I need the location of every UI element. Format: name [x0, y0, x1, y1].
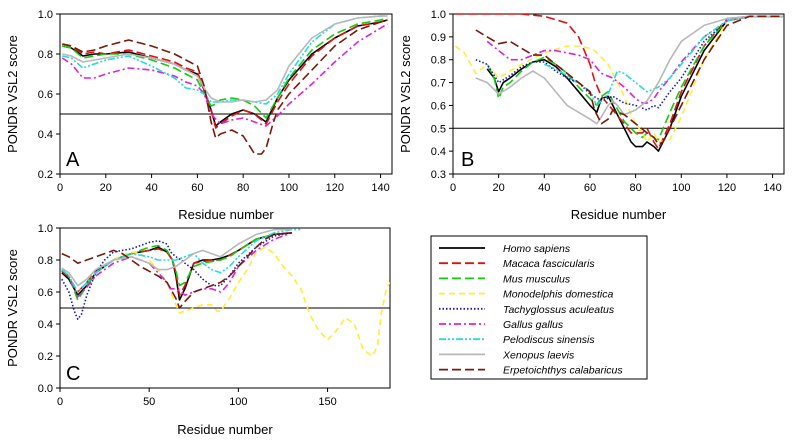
- series-line-pelodiscus-sinensis: [61, 228, 301, 293]
- series-line-xenopus-laevis: [61, 228, 292, 287]
- x-tick-label: 50: [143, 396, 155, 408]
- y-tick-label: 0.7: [431, 78, 446, 90]
- x-tick-label: 0: [57, 396, 63, 408]
- legend-label: Erpetoichthys calabaricus: [503, 365, 623, 377]
- x-tick-label: 20: [493, 182, 505, 194]
- legend-label: Tachyglossus aculeatus: [503, 304, 615, 316]
- y-axis-label: PONDR VSL2 score: [5, 35, 20, 153]
- y-tick-label: 0.8: [38, 255, 53, 267]
- x-tick-label: 0: [57, 182, 63, 194]
- legend-label: Macaca fascicularis: [503, 258, 595, 270]
- series-line-monodelphis-domestica: [113, 246, 390, 357]
- legend-label: Xenopus laevis: [502, 349, 575, 361]
- x-tick-label: 140: [371, 182, 389, 194]
- series-line-xenopus-laevis: [62, 15, 388, 103]
- x-tick-label: 40: [145, 182, 157, 194]
- x-tick-label: 80: [237, 182, 249, 194]
- series-line-tachyglossus-aculeatus: [61, 232, 293, 321]
- legend-label: Pelodiscus sinensis: [503, 334, 595, 346]
- series-line-gallus-gallus: [61, 232, 293, 298]
- x-tick-label: 0: [450, 182, 456, 194]
- series-line-macaca-fascicularis: [61, 232, 292, 297]
- y-tick-label: 1.0: [38, 223, 53, 235]
- y-tick-label: 0.6: [431, 100, 446, 112]
- series-line-monodelphis-domestica: [454, 15, 784, 143]
- series-line-mus-musculus: [486, 15, 784, 141]
- x-tick-label: 80: [629, 182, 641, 194]
- y-tick-label: 0.5: [431, 123, 446, 135]
- panel-c-chart: 0 50 100 150 0.0 0.2 0.4 0.6 0.8 1.0 Residue numbe…: [5, 223, 391, 437]
- y-tick-label: 0.0: [38, 383, 53, 395]
- legend-box: Homo sapiens Macaca fascicularis Mus muscu…: [430, 235, 648, 380]
- x-tick-label: 100: [280, 182, 298, 194]
- x-axis-label: Residue number: [571, 207, 667, 222]
- x-tick-label: 60: [191, 182, 203, 194]
- series-line-xenopus-laevis: [475, 15, 784, 125]
- y-tick-label: 0.6: [38, 89, 53, 101]
- x-tick-label: 100: [672, 182, 690, 194]
- plot-frame: [452, 13, 785, 175]
- x-tick-label: 120: [718, 182, 736, 194]
- series-line-mus-musculus: [62, 17, 388, 119]
- y-tick-label: 0.6: [38, 287, 53, 299]
- x-tick-label: 40: [538, 182, 550, 194]
- panel-a-chart: 0 20 40 60 80 100 120 140 0.2 0.4 0.6 0.8 1.0 Residue…: [5, 9, 393, 222]
- x-tick-label: 60: [584, 182, 596, 194]
- series-group: [61, 15, 388, 155]
- series-line-tachyglossus-aculeatus: [475, 15, 784, 111]
- series-line-erpetoichthys-calabaricus: [475, 15, 784, 146]
- y-tick-label: 0.3: [431, 169, 446, 181]
- legend-label: Monodelphis domestica: [503, 289, 613, 301]
- x-axis-label: Residue number: [177, 422, 273, 437]
- x-tick-label: 140: [763, 182, 781, 194]
- y-tick-label: 0.4: [431, 146, 446, 158]
- panel-b-chart: 0 20 40 60 80 100 120 140 0.3 0.4 0.5 0.6 0.7 0.8 0.9 1…: [398, 9, 785, 222]
- y-tick-label: 1.0: [431, 9, 446, 21]
- x-tick-label: 120: [326, 182, 344, 194]
- y-tick-label: 0.9: [431, 32, 446, 44]
- series-line-erpetoichthys-calabaricus: [62, 19, 388, 155]
- legend-label: Gallus gallus: [503, 319, 564, 331]
- legend-label: Homo sapiens: [503, 243, 571, 255]
- x-axis-label: Residue number: [178, 207, 274, 222]
- series-line-homo-sapiens: [486, 15, 784, 152]
- y-tick-label: 0.4: [38, 319, 53, 331]
- series-group: [454, 14, 784, 152]
- y-tick-label: 0.2: [38, 169, 53, 181]
- y-tick-label: 0.8: [38, 49, 53, 61]
- y-axis-label: PONDR VSL2 score: [398, 35, 413, 153]
- panel-letter: C: [66, 363, 80, 385]
- y-axis-label: PONDR VSL2 score: [5, 249, 20, 367]
- y-tick-label: 0.2: [38, 351, 53, 363]
- y-tick-label: 0.4: [38, 129, 53, 141]
- y-tick-label: 0.8: [431, 55, 446, 67]
- x-tick-label: 150: [318, 396, 336, 408]
- panel-letter: A: [66, 149, 80, 171]
- series-line-mus-musculus: [61, 232, 292, 301]
- series-line-erpetoichthys-calabaricus: [61, 232, 292, 309]
- series-line-macaca-fascicularis: [62, 19, 388, 129]
- series-group: [61, 228, 390, 357]
- series-line-pelodiscus-sinensis: [62, 15, 388, 105]
- y-tick-label: 1.0: [38, 9, 53, 21]
- x-tick-label: 20: [100, 182, 112, 194]
- plot-frame: [59, 13, 393, 175]
- x-tick-label: 100: [229, 396, 247, 408]
- series-line-gallus-gallus: [61, 23, 388, 127]
- series-line-pelodiscus-sinensis: [544, 15, 784, 107]
- panel-letter: B: [461, 149, 474, 171]
- legend-label: Mus musculus: [503, 273, 571, 285]
